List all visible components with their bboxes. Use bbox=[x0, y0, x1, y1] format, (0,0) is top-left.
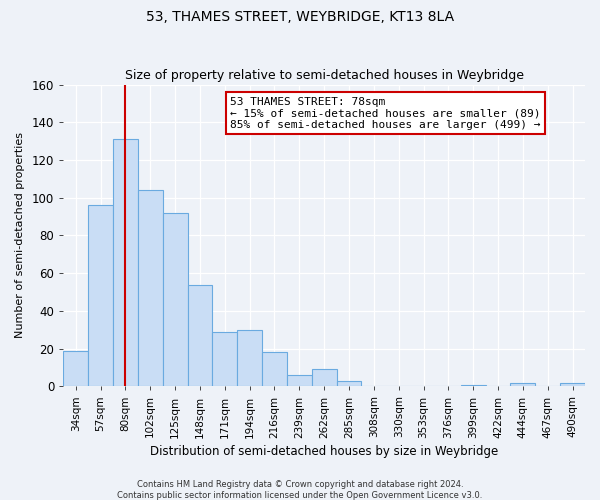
Bar bbox=[237, 330, 262, 386]
Bar bbox=[88, 206, 113, 386]
Bar bbox=[113, 140, 138, 386]
Title: Size of property relative to semi-detached houses in Weybridge: Size of property relative to semi-detach… bbox=[125, 69, 524, 82]
Bar bbox=[511, 382, 535, 386]
Bar bbox=[337, 380, 361, 386]
Text: 53 THAMES STREET: 78sqm
← 15% of semi-detached houses are smaller (89)
85% of se: 53 THAMES STREET: 78sqm ← 15% of semi-de… bbox=[230, 96, 541, 130]
Bar bbox=[64, 350, 88, 386]
Bar bbox=[262, 352, 287, 386]
Bar bbox=[212, 332, 237, 386]
Bar bbox=[287, 375, 312, 386]
X-axis label: Distribution of semi-detached houses by size in Weybridge: Distribution of semi-detached houses by … bbox=[150, 444, 498, 458]
Bar bbox=[560, 382, 585, 386]
Bar bbox=[163, 213, 188, 386]
Bar bbox=[312, 370, 337, 386]
Text: Contains HM Land Registry data © Crown copyright and database right 2024.
Contai: Contains HM Land Registry data © Crown c… bbox=[118, 480, 482, 500]
Bar bbox=[138, 190, 163, 386]
Bar bbox=[461, 384, 485, 386]
Bar bbox=[188, 284, 212, 386]
Y-axis label: Number of semi-detached properties: Number of semi-detached properties bbox=[15, 132, 25, 338]
Text: 53, THAMES STREET, WEYBRIDGE, KT13 8LA: 53, THAMES STREET, WEYBRIDGE, KT13 8LA bbox=[146, 10, 454, 24]
